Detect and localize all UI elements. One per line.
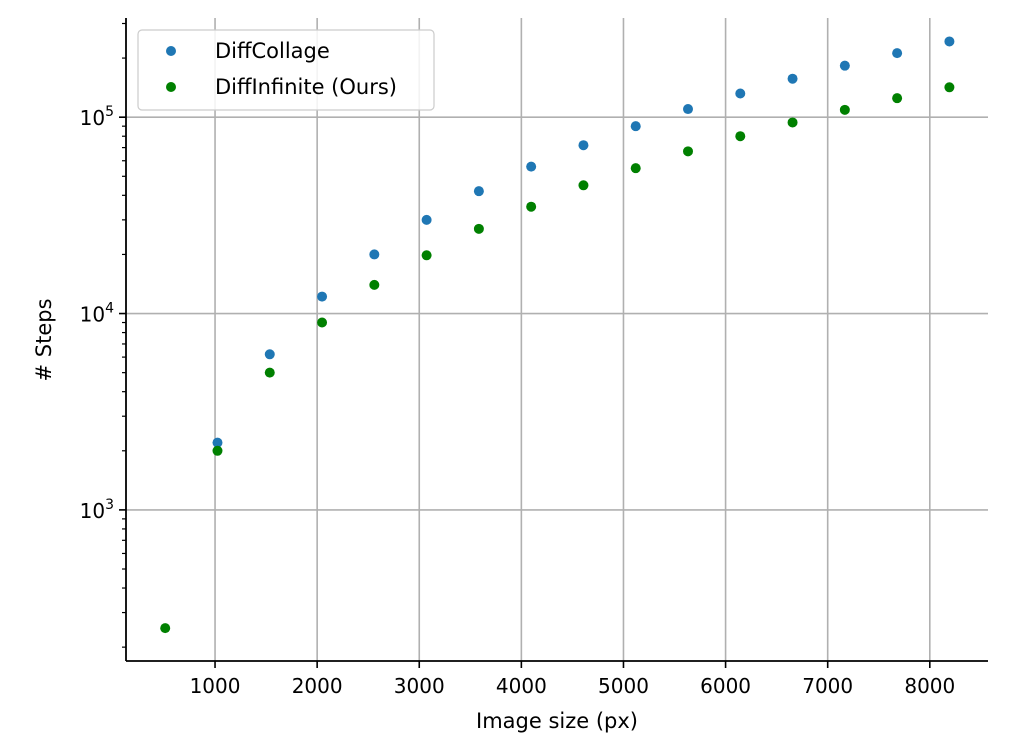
- data-point-diffcollage: [369, 249, 380, 260]
- data-point-diffinfinite: [317, 317, 328, 328]
- legend-box: [137, 29, 435, 111]
- data-point-diffinfinite: [787, 117, 798, 128]
- data-point-diffcollage: [212, 437, 223, 448]
- data-point-diffcollage: [839, 60, 850, 71]
- data-point-diffcollage: [735, 88, 746, 99]
- data-point-diffinfinite: [369, 279, 380, 290]
- data-point-diffinfinite: [264, 367, 275, 378]
- data-point-diffcollage: [473, 186, 484, 197]
- legend: DiffCollage DiffInfinite (Ours): [137, 29, 435, 111]
- data-point-diffinfinite: [160, 623, 171, 634]
- data-point-diffcollage: [630, 121, 641, 132]
- axis-ticks: 1000 2000 3000 4000 5000 6000 7000 8000 103 104 10…: [80, 22, 955, 698]
- data-point-diffinfinite: [892, 93, 903, 104]
- data-point-diffcollage: [421, 214, 432, 225]
- data-point-diffinfinite: [839, 104, 850, 115]
- x-tick-label: 5000: [598, 674, 649, 698]
- data-point-diffcollage: [787, 73, 798, 84]
- data-point-diffcollage: [944, 36, 955, 47]
- x-tick-label: 8000: [904, 674, 955, 698]
- x-tick-label: 6000: [700, 674, 751, 698]
- y-tick-label: 103: [80, 497, 114, 523]
- data-point-diffcollage: [578, 140, 589, 151]
- data-point-diffinfinite: [526, 201, 537, 212]
- x-tick-label: 3000: [394, 674, 445, 698]
- x-tick-label: 7000: [802, 674, 853, 698]
- data-point-diffinfinite: [578, 180, 589, 191]
- data-point-diffcollage: [264, 349, 275, 360]
- data-point-diffinfinite: [735, 131, 746, 142]
- data-point-diffinfinite: [630, 163, 641, 174]
- data-point-diffinfinite: [212, 445, 223, 456]
- data-point-diffcollage: [683, 104, 694, 115]
- data-points: [160, 36, 955, 634]
- data-point-diffinfinite: [944, 82, 955, 93]
- x-tick-label: 1000: [190, 674, 241, 698]
- y-tick-label: 105: [80, 104, 114, 130]
- x-tick-label: 2000: [292, 674, 343, 698]
- data-point-diffinfinite: [421, 250, 432, 261]
- grid-lines: [126, 18, 988, 661]
- x-tick-label: 4000: [496, 674, 547, 698]
- data-point-diffcollage: [892, 48, 903, 59]
- axis-spines: [125, 18, 988, 662]
- legend-marker: [166, 46, 176, 56]
- legend-marker: [166, 82, 176, 92]
- y-tick-label: 104: [80, 301, 114, 327]
- data-point-diffcollage: [317, 291, 328, 302]
- data-point-diffinfinite: [683, 146, 694, 157]
- y-axis-label: # Steps: [32, 298, 56, 381]
- legend-label: DiffCollage: [215, 39, 330, 63]
- x-axis-label: Image size (px): [476, 709, 638, 733]
- data-point-diffcollage: [526, 161, 537, 172]
- legend-label: DiffInfinite (Ours): [215, 75, 397, 99]
- data-point-diffinfinite: [473, 223, 484, 234]
